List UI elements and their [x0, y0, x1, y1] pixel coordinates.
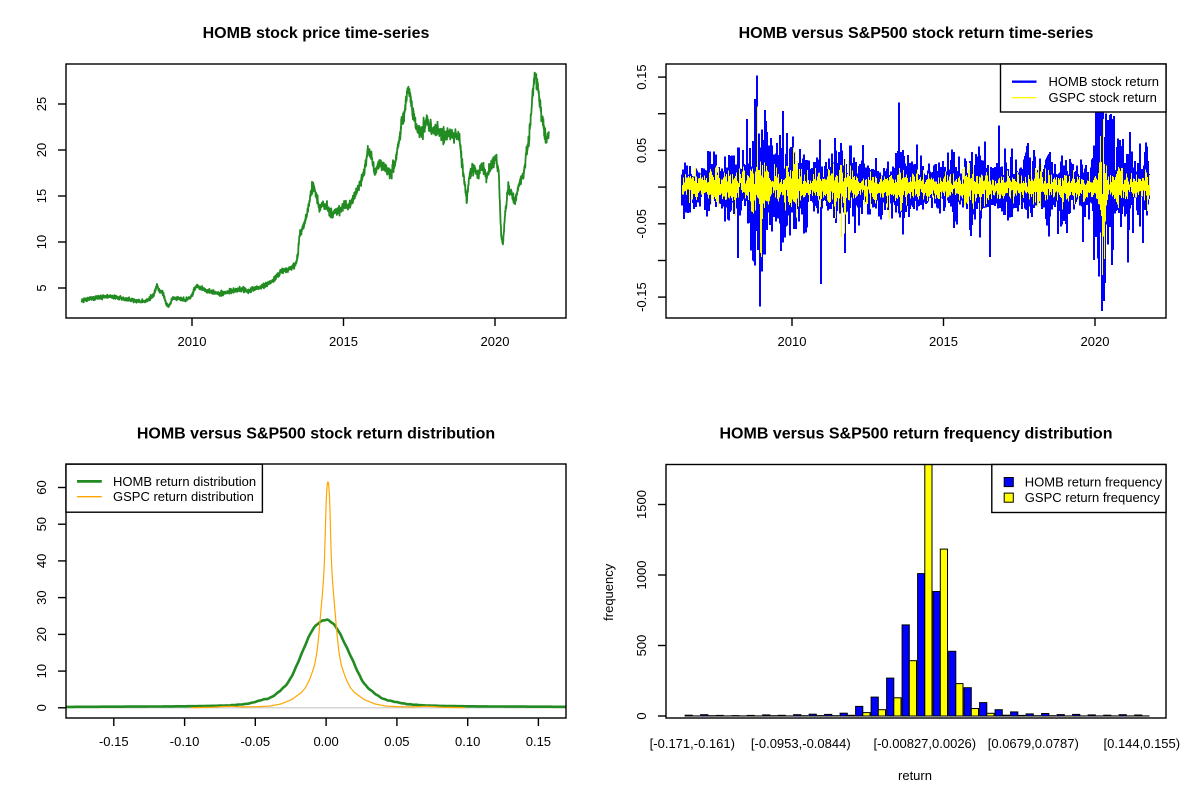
svg-text:HOMB stock price time-series: HOMB stock price time-series	[203, 25, 430, 42]
svg-text:2020: 2020	[1081, 334, 1110, 349]
svg-text:HOMB return frequency: HOMB return frequency	[1025, 474, 1163, 489]
svg-text:5: 5	[34, 284, 49, 291]
svg-text:[-0.171,-0.161): [-0.171,-0.161)	[650, 736, 735, 751]
svg-text:0.15: 0.15	[526, 734, 551, 749]
svg-text:10: 10	[34, 664, 49, 678]
svg-text:HOMB versus S&P500 stock retur: HOMB versus S&P500 stock return distribu…	[137, 426, 495, 443]
svg-text:1500: 1500	[634, 490, 649, 519]
svg-text:0: 0	[34, 704, 49, 711]
svg-text:50: 50	[34, 517, 49, 531]
svg-text:30: 30	[34, 590, 49, 604]
svg-text:-0.05: -0.05	[634, 209, 649, 239]
svg-text:[0.144,0.155): [0.144,0.155)	[1103, 736, 1180, 751]
svg-text:GSPC return distribution: GSPC return distribution	[113, 489, 254, 504]
svg-text:20: 20	[34, 627, 49, 641]
svg-text:0: 0	[634, 712, 649, 719]
svg-text:0.10: 0.10	[455, 734, 480, 749]
svg-text:GSPC return frequency: GSPC return frequency	[1025, 490, 1161, 505]
svg-text:2015: 2015	[329, 334, 358, 349]
svg-text:25: 25	[34, 97, 49, 111]
svg-text:HOMB versus S&P500 return freq: HOMB versus S&P500 return frequency dist…	[720, 426, 1113, 443]
svg-text:HOMB return distribution: HOMB return distribution	[113, 474, 256, 489]
svg-text:2015: 2015	[929, 334, 958, 349]
svg-text:1000: 1000	[634, 561, 649, 590]
svg-text:[-0.00827,0.0026): [-0.00827,0.0026)	[873, 736, 976, 751]
svg-text:-0.10: -0.10	[170, 734, 200, 749]
svg-text:0.05: 0.05	[634, 138, 649, 163]
svg-text:frequency: frequency	[601, 563, 616, 621]
svg-text:10: 10	[34, 235, 49, 249]
svg-text:60: 60	[34, 480, 49, 494]
svg-text:0.05: 0.05	[384, 734, 409, 749]
svg-text:HOMB stock return: HOMB stock return	[1049, 74, 1160, 89]
svg-text:return: return	[898, 768, 932, 783]
svg-text:2020: 2020	[481, 334, 510, 349]
svg-text:2010: 2010	[778, 334, 807, 349]
svg-text:2010: 2010	[178, 334, 207, 349]
svg-text:0.00: 0.00	[313, 734, 338, 749]
svg-text:-0.05: -0.05	[240, 734, 270, 749]
svg-text:[-0.0953,-0.0844): [-0.0953,-0.0844)	[751, 736, 851, 751]
svg-text:HOMB versus S&P500 stock retur: HOMB versus S&P500 stock return time-ser…	[739, 25, 1094, 42]
svg-text:40: 40	[34, 554, 49, 568]
svg-text:GSPC stock return: GSPC stock return	[1049, 90, 1157, 105]
svg-text:15: 15	[34, 189, 49, 203]
svg-text:20: 20	[34, 143, 49, 157]
svg-text:[0.0679,0.0787): [0.0679,0.0787)	[988, 736, 1079, 751]
svg-text:0.15: 0.15	[634, 64, 649, 89]
svg-text:500: 500	[634, 635, 649, 657]
svg-text:-0.15: -0.15	[99, 734, 129, 749]
svg-text:-0.15: -0.15	[634, 282, 649, 312]
